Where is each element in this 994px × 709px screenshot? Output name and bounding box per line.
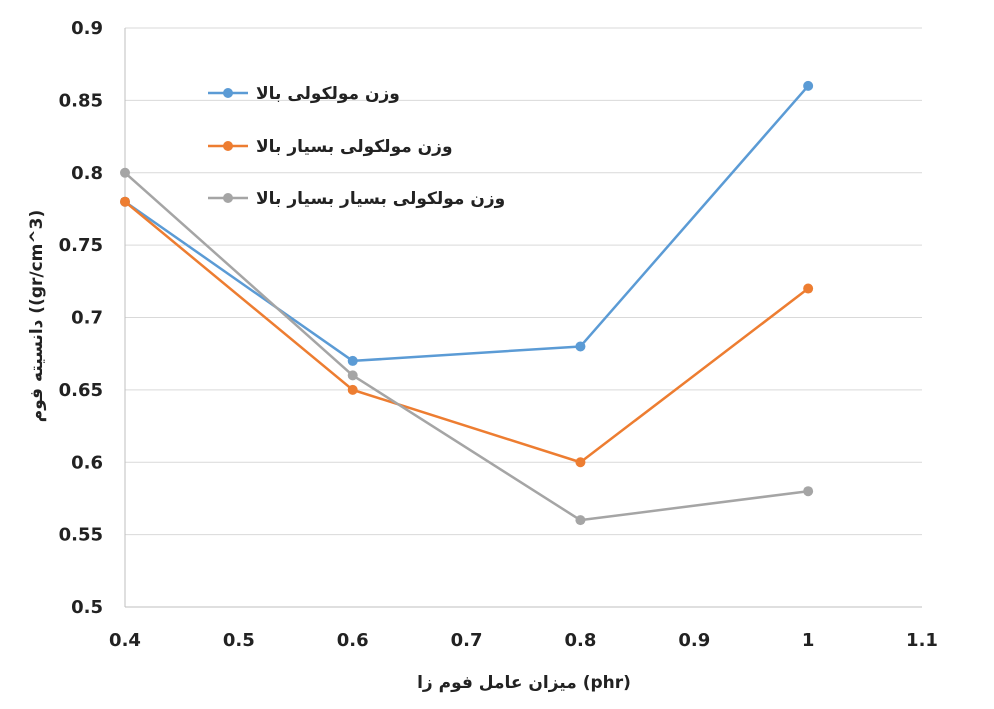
legend-item: وزن مولکولی بسیار بسیار بالا [208,189,505,209]
x-tick-label: 0.5 [223,630,255,651]
legend-label: وزن مولکولی بالا [256,84,400,104]
series-line [124,171,809,522]
y-tick-label: 0.9 [71,18,103,39]
legend: وزن مولکولی بالا وزن مولکولی بسیار بالا وز… [208,84,505,209]
series-1 [120,80,814,366]
axes: 0.5 0.55 0.6 0.65 0.7 0.75 0.8 0.85 0.9 0.4 0.5 0.6… [59,18,938,651]
data-point [803,486,814,497]
legend-item: وزن مولکولی بسیار بالا [208,137,453,157]
y-tick-label: 0.6 [71,452,103,473]
x-axis-title: میزان عامل فوم زا (phr) [417,673,631,693]
legend-swatch-marker [223,88,233,98]
data-point [120,196,130,207]
legend-label: وزن مولکولی بسیار بالا [256,137,453,157]
x-tick-label: 1.1 [906,630,938,651]
series [120,80,814,526]
x-tick-label: 0.8 [564,630,596,651]
y-tick-label: 0.7 [71,308,103,329]
series-line [124,85,810,363]
x-tick-label: 0.7 [451,630,483,651]
data-point [575,515,586,526]
legend-swatch-marker [223,141,233,151]
gridlines [125,27,922,536]
y-tick-label: 0.5 [71,597,103,618]
data-point [347,370,358,381]
y-axis-title: دانسیته فوم ((gr/cm^3) [27,210,47,422]
y-tick-label: 0.65 [59,380,103,401]
legend-item: وزن مولکولی بالا [208,84,400,104]
y-tick-label: 0.85 [59,90,103,111]
y-tick-label: 0.75 [59,235,103,256]
series-2 [120,196,814,468]
series-3 [120,167,814,526]
data-point [803,283,814,294]
data-point [347,384,358,395]
x-tick-label: 1 [802,630,815,651]
legend-swatch-marker [223,193,233,203]
data-point [575,457,586,468]
x-tick-label: 0.9 [678,630,710,651]
y-tick-label: 0.55 [59,525,103,546]
data-point [120,167,130,178]
series-line [124,200,809,464]
x-tick-label: 0.4 [109,630,141,651]
data-point [803,80,814,91]
x-tick-label: 0.6 [337,630,369,651]
y-tick-label: 0.8 [71,163,103,184]
data-point [347,355,358,366]
data-point [575,341,586,352]
legend-label: وزن مولکولی بسیار بسیار بالا [256,189,505,209]
